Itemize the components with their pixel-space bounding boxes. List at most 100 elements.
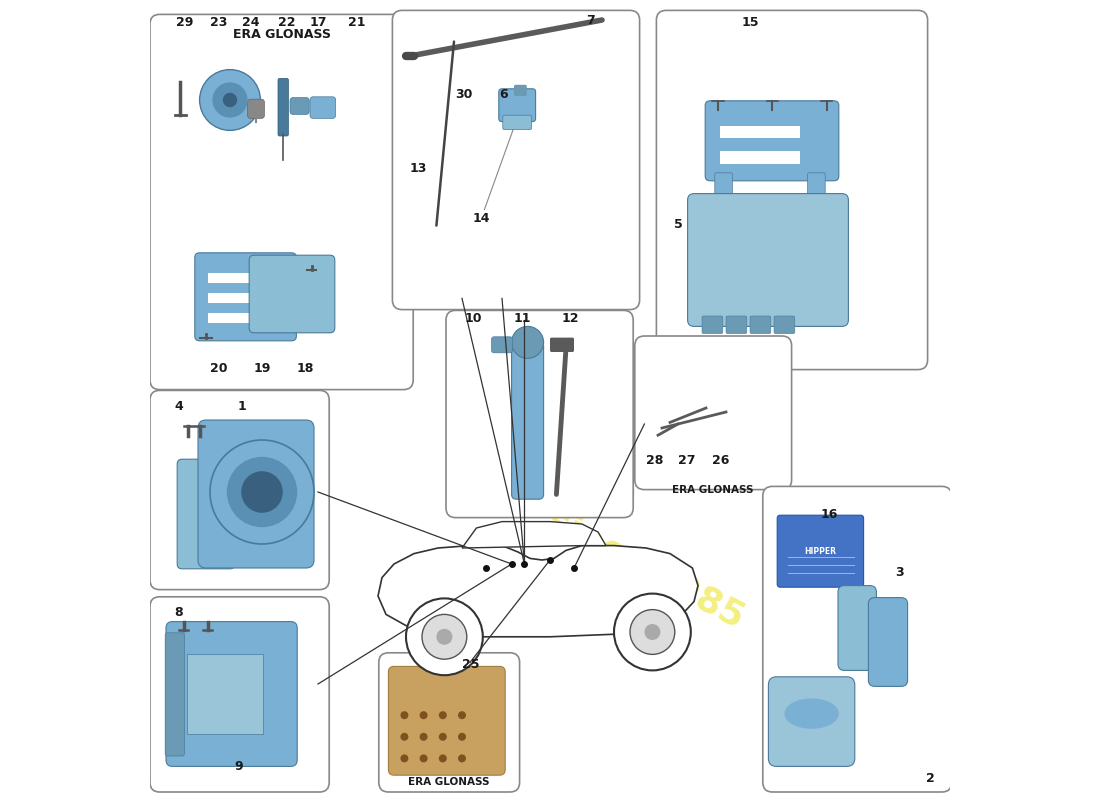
FancyBboxPatch shape [702, 316, 723, 334]
Text: 2: 2 [926, 773, 935, 786]
FancyBboxPatch shape [868, 598, 908, 686]
Circle shape [419, 754, 428, 762]
Circle shape [645, 624, 660, 640]
FancyBboxPatch shape [498, 89, 536, 122]
Circle shape [400, 711, 408, 719]
Text: 30: 30 [455, 88, 473, 101]
Text: 20: 20 [210, 362, 228, 375]
FancyBboxPatch shape [166, 622, 297, 766]
FancyBboxPatch shape [278, 78, 288, 136]
Circle shape [419, 733, 428, 741]
FancyBboxPatch shape [750, 316, 771, 334]
Circle shape [458, 754, 466, 762]
Bar [208, 273, 266, 283]
Text: ERA GLONASS: ERA GLONASS [672, 485, 754, 494]
FancyBboxPatch shape [378, 653, 519, 792]
Text: 14: 14 [472, 212, 490, 225]
Circle shape [458, 733, 466, 741]
Text: 22: 22 [278, 16, 296, 30]
FancyBboxPatch shape [198, 420, 314, 568]
FancyBboxPatch shape [290, 98, 309, 114]
FancyBboxPatch shape [715, 173, 733, 197]
Text: HIPPER: HIPPER [804, 546, 836, 556]
Polygon shape [378, 546, 698, 637]
FancyBboxPatch shape [388, 666, 505, 775]
Circle shape [630, 610, 674, 654]
Bar [720, 151, 801, 164]
FancyBboxPatch shape [150, 390, 329, 590]
Circle shape [210, 440, 313, 544]
Bar [720, 126, 801, 138]
FancyBboxPatch shape [762, 486, 952, 792]
Text: 21: 21 [349, 16, 366, 30]
Text: 19: 19 [254, 362, 272, 375]
Text: 26: 26 [712, 454, 729, 467]
Circle shape [422, 614, 466, 659]
Bar [187, 654, 263, 734]
FancyBboxPatch shape [503, 115, 531, 130]
Circle shape [439, 754, 447, 762]
Text: 5: 5 [674, 218, 683, 231]
Circle shape [400, 733, 408, 741]
Circle shape [512, 326, 543, 358]
Polygon shape [462, 522, 606, 548]
FancyBboxPatch shape [550, 338, 574, 352]
FancyBboxPatch shape [248, 99, 264, 118]
Circle shape [437, 629, 452, 645]
Text: since 1985: since 1985 [541, 502, 750, 634]
Circle shape [227, 457, 297, 527]
Circle shape [458, 711, 466, 719]
Text: 18: 18 [296, 362, 314, 375]
Circle shape [241, 471, 283, 513]
Text: 8: 8 [174, 606, 183, 619]
FancyBboxPatch shape [807, 173, 825, 197]
FancyBboxPatch shape [838, 586, 877, 670]
Circle shape [419, 711, 428, 719]
FancyBboxPatch shape [769, 677, 855, 766]
FancyBboxPatch shape [165, 633, 185, 756]
FancyBboxPatch shape [150, 14, 414, 390]
Text: 29: 29 [176, 16, 194, 30]
FancyBboxPatch shape [492, 337, 513, 353]
Circle shape [212, 82, 248, 118]
Text: 12: 12 [562, 312, 580, 325]
FancyBboxPatch shape [250, 255, 334, 333]
FancyBboxPatch shape [195, 253, 296, 341]
FancyBboxPatch shape [514, 85, 527, 96]
Text: 3: 3 [895, 566, 904, 579]
Text: 23: 23 [210, 16, 228, 30]
Bar [208, 293, 266, 303]
Text: 9: 9 [234, 760, 243, 773]
Text: 1: 1 [238, 401, 246, 414]
FancyBboxPatch shape [446, 310, 634, 518]
FancyBboxPatch shape [393, 10, 639, 310]
Circle shape [439, 733, 447, 741]
FancyBboxPatch shape [726, 316, 747, 334]
FancyBboxPatch shape [512, 342, 543, 499]
FancyBboxPatch shape [177, 459, 234, 569]
Circle shape [400, 754, 408, 762]
FancyBboxPatch shape [635, 336, 792, 490]
Text: GUID
PS: GUID PS [492, 376, 689, 520]
FancyBboxPatch shape [150, 597, 329, 792]
FancyBboxPatch shape [778, 515, 864, 587]
Text: 16: 16 [821, 508, 838, 521]
Ellipse shape [784, 698, 839, 729]
Text: 6: 6 [499, 88, 508, 101]
FancyBboxPatch shape [657, 10, 927, 370]
Text: 13: 13 [410, 162, 428, 175]
Text: 4: 4 [174, 401, 183, 414]
Circle shape [223, 93, 238, 107]
Text: 25: 25 [462, 658, 480, 671]
FancyBboxPatch shape [688, 194, 848, 326]
Circle shape [614, 594, 691, 670]
Circle shape [406, 598, 483, 675]
Circle shape [439, 711, 447, 719]
Bar [208, 313, 266, 323]
Text: 7: 7 [586, 14, 595, 27]
Text: 17: 17 [310, 16, 328, 30]
Text: 24: 24 [242, 16, 260, 30]
Text: 11: 11 [514, 312, 531, 325]
Text: 15: 15 [742, 15, 759, 29]
Text: 27: 27 [678, 454, 695, 467]
